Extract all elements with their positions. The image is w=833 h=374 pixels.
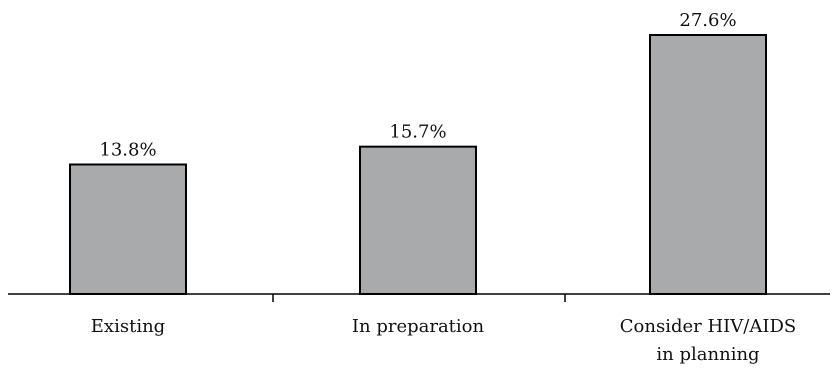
category-labels-layer: Existing In preparation Consider HIV/AIDS i… bbox=[91, 316, 796, 365]
category-label-line: Existing bbox=[91, 316, 165, 337]
category-label-line: In preparation bbox=[352, 316, 485, 337]
data-label: 27.6% bbox=[679, 10, 736, 31]
data-label: 13.8% bbox=[99, 140, 156, 161]
bars-layer bbox=[69, 34, 767, 295]
category-label: Existing bbox=[91, 316, 165, 337]
bar bbox=[649, 34, 767, 295]
value-labels-layer: 13.8% 15.7% 27.6% bbox=[99, 10, 736, 161]
bar bbox=[69, 163, 187, 295]
category-label: In preparation bbox=[352, 316, 485, 337]
bar bbox=[359, 145, 477, 295]
category-label-line: in planning bbox=[656, 344, 759, 365]
data-label: 15.7% bbox=[389, 122, 446, 143]
category-label-line: Consider HIV/AIDS bbox=[620, 316, 796, 337]
x-axis bbox=[8, 293, 830, 302]
category-label: Consider HIV/AIDS in planning bbox=[620, 316, 796, 365]
